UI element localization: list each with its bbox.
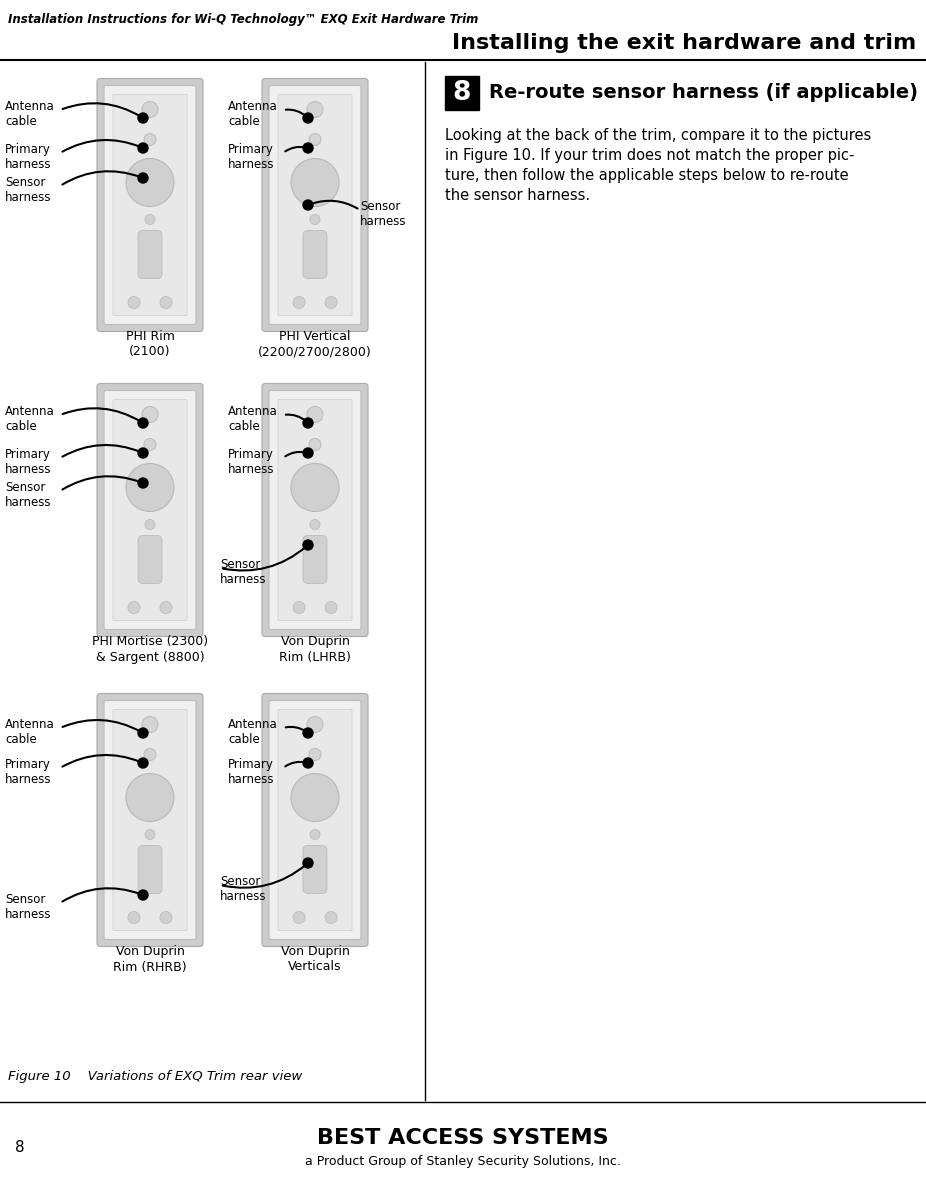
FancyBboxPatch shape [104,391,196,630]
Circle shape [325,601,337,613]
Circle shape [128,297,140,308]
Circle shape [303,143,313,152]
Circle shape [138,113,148,123]
FancyBboxPatch shape [113,710,187,930]
Text: PHI Mortise (2300)
& Sargent (8800): PHI Mortise (2300) & Sargent (8800) [92,636,208,663]
Text: Primary
harness: Primary harness [228,757,274,786]
Circle shape [142,101,158,118]
Circle shape [126,158,174,206]
Text: a Product Group of Stanley Security Solutions, Inc.: a Product Group of Stanley Security Solu… [305,1155,621,1168]
Circle shape [325,297,337,308]
FancyBboxPatch shape [269,86,361,324]
Circle shape [160,601,172,613]
Text: in Figure 10. If your trim does not match the proper pic-: in Figure 10. If your trim does not matc… [445,148,855,163]
Circle shape [144,748,156,761]
FancyBboxPatch shape [97,693,203,947]
Circle shape [291,773,339,822]
Circle shape [138,757,148,768]
Circle shape [293,601,305,613]
Circle shape [303,540,313,550]
Circle shape [291,158,339,206]
Text: 8: 8 [453,80,471,106]
Text: ture, then follow the applicable steps below to re-route: ture, then follow the applicable steps b… [445,168,848,183]
Text: 8: 8 [15,1141,25,1155]
Text: Re-route sensor harness (if applicable): Re-route sensor harness (if applicable) [489,83,918,102]
Circle shape [138,143,148,152]
Circle shape [303,200,313,210]
FancyBboxPatch shape [113,399,187,621]
Text: Antenna
cable: Antenna cable [228,405,278,434]
Circle shape [145,829,155,840]
Text: Installation Instructions for Wi-Q Technology™ EXQ Exit Hardware Trim: Installation Instructions for Wi-Q Techn… [8,13,479,26]
Text: Antenna
cable: Antenna cable [228,718,278,746]
Circle shape [138,448,148,459]
FancyBboxPatch shape [303,536,327,584]
Circle shape [309,133,321,145]
Text: Looking at the back of the trim, compare it to the pictures: Looking at the back of the trim, compare… [445,127,871,143]
FancyBboxPatch shape [97,79,203,331]
Circle shape [293,297,305,308]
Text: Sensor
harness: Sensor harness [5,481,52,509]
FancyBboxPatch shape [262,693,368,947]
FancyBboxPatch shape [138,231,162,279]
FancyBboxPatch shape [104,700,196,940]
Text: the sensor harness.: the sensor harness. [445,188,590,202]
Circle shape [160,911,172,923]
Circle shape [138,418,148,428]
Circle shape [144,438,156,450]
Text: Antenna
cable: Antenna cable [228,100,278,127]
Text: BEST ACCESS SYSTEMS: BEST ACCESS SYSTEMS [318,1128,608,1148]
Circle shape [291,463,339,511]
Circle shape [160,297,172,308]
FancyBboxPatch shape [269,700,361,940]
FancyBboxPatch shape [138,536,162,584]
Circle shape [325,911,337,923]
FancyBboxPatch shape [278,399,352,621]
FancyBboxPatch shape [113,94,187,316]
Circle shape [142,717,158,732]
Text: Primary
harness: Primary harness [228,143,274,172]
FancyBboxPatch shape [278,94,352,316]
Text: PHI Rim
(2100): PHI Rim (2100) [126,330,174,358]
FancyBboxPatch shape [278,710,352,930]
Circle shape [303,418,313,428]
Circle shape [303,757,313,768]
Circle shape [310,829,320,840]
Circle shape [138,173,148,183]
Circle shape [293,911,305,923]
Circle shape [138,728,148,738]
Text: Sensor
harness: Sensor harness [5,893,52,921]
Circle shape [138,890,148,900]
Circle shape [310,519,320,530]
Circle shape [309,748,321,761]
Circle shape [145,519,155,530]
Circle shape [128,601,140,613]
Text: Von Duprin
Verticals: Von Duprin Verticals [281,946,349,973]
Circle shape [126,773,174,822]
FancyBboxPatch shape [104,86,196,324]
Circle shape [307,406,323,423]
Text: Primary
harness: Primary harness [5,448,52,476]
Text: Sensor
harness: Sensor harness [220,875,267,903]
FancyBboxPatch shape [262,79,368,331]
FancyBboxPatch shape [262,384,368,636]
Circle shape [303,728,313,738]
Text: Figure 10    Variations of EXQ Trim rear view: Figure 10 Variations of EXQ Trim rear vi… [8,1070,302,1083]
Text: Sensor
harness: Sensor harness [220,559,267,586]
Text: Antenna
cable: Antenna cable [5,405,55,434]
Text: Sensor
harness: Sensor harness [5,176,52,204]
Circle shape [310,214,320,224]
Text: PHI Vertical
(2200/2700/2800): PHI Vertical (2200/2700/2800) [258,330,372,358]
Circle shape [128,911,140,923]
Text: Von Duprin
Rim (RHRB): Von Duprin Rim (RHRB) [113,946,187,973]
Circle shape [307,717,323,732]
Text: Primary
harness: Primary harness [5,757,52,786]
Text: Antenna
cable: Antenna cable [5,718,55,746]
Text: Antenna
cable: Antenna cable [5,100,55,127]
Circle shape [138,478,148,488]
Circle shape [303,858,313,868]
FancyBboxPatch shape [303,231,327,279]
Circle shape [309,438,321,450]
Circle shape [303,448,313,459]
FancyBboxPatch shape [303,846,327,893]
